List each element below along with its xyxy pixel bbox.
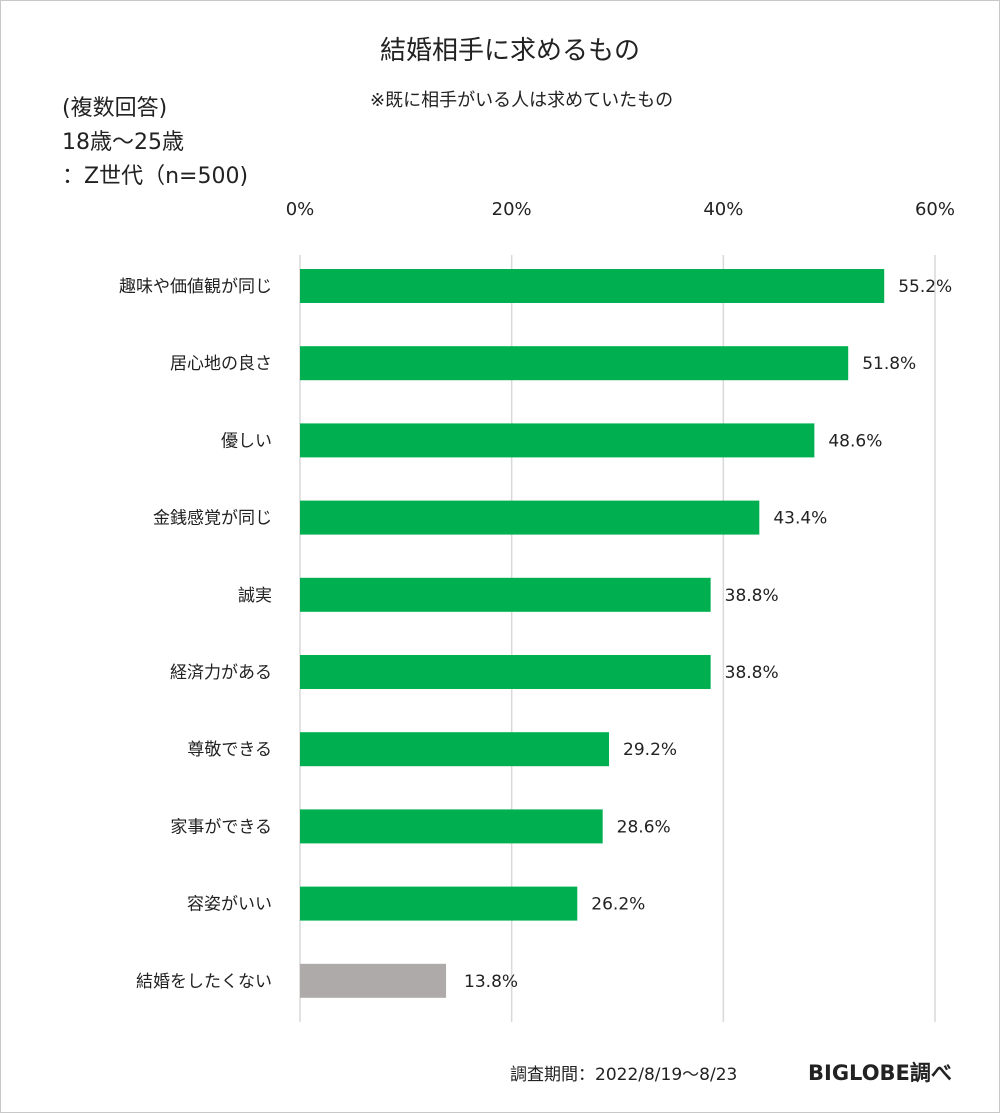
data-label: 13.8% bbox=[464, 972, 518, 992]
category-label: 誠実 bbox=[238, 586, 272, 606]
bar bbox=[300, 809, 603, 844]
category-label: 尊敬できる bbox=[187, 740, 272, 760]
category-label: 経済力がある bbox=[170, 663, 272, 683]
survey-period: 調査期間：2022/8/19～8/23 bbox=[510, 1065, 738, 1085]
bar bbox=[300, 500, 760, 535]
category-label: 居心地の良さ bbox=[170, 354, 272, 374]
data-label: 43.4% bbox=[773, 509, 827, 529]
bar bbox=[300, 732, 610, 767]
tick-label: 60% bbox=[915, 199, 955, 220]
bar bbox=[300, 269, 885, 303]
category-label: 趣味や価値観が同じ bbox=[119, 277, 272, 297]
data-label: 55.2% bbox=[898, 277, 952, 297]
category-label: 金銭感覚が同じ bbox=[153, 509, 272, 529]
category-label: 容姿がいい bbox=[187, 895, 272, 915]
tick-label: 20% bbox=[492, 199, 532, 220]
bar bbox=[300, 346, 849, 381]
data-label: 26.2% bbox=[591, 895, 645, 915]
data-label: 48.6% bbox=[828, 431, 882, 451]
bar bbox=[300, 655, 711, 689]
note-multiple-answers: (複数回答) bbox=[62, 96, 168, 121]
bar bbox=[300, 963, 447, 998]
bar bbox=[300, 886, 578, 921]
category-label: 結婚をしたくない bbox=[136, 972, 272, 992]
tick-label: 40% bbox=[703, 199, 743, 220]
note-age-range: 18歳～25歳 bbox=[62, 130, 184, 155]
source-credit: BIGLOBE調べ bbox=[808, 1061, 952, 1085]
data-label: 28.6% bbox=[617, 817, 671, 837]
bar bbox=[300, 423, 815, 458]
tick-label: 0% bbox=[286, 199, 315, 220]
category-label: 家事ができる bbox=[170, 817, 272, 837]
bar bbox=[300, 577, 711, 612]
data-label: 38.8% bbox=[725, 586, 779, 606]
data-label: 38.8% bbox=[725, 663, 779, 683]
note-sample: ：Z世代（n=500) bbox=[62, 164, 249, 189]
chart-title: 結婚相手に求めるもの bbox=[379, 36, 640, 66]
chart-subtitle: ※既に相手がいる人は求めていたもの bbox=[370, 90, 674, 111]
category-label: 優しい bbox=[221, 431, 272, 451]
data-label: 29.2% bbox=[623, 740, 677, 760]
data-label: 51.8% bbox=[862, 354, 916, 374]
